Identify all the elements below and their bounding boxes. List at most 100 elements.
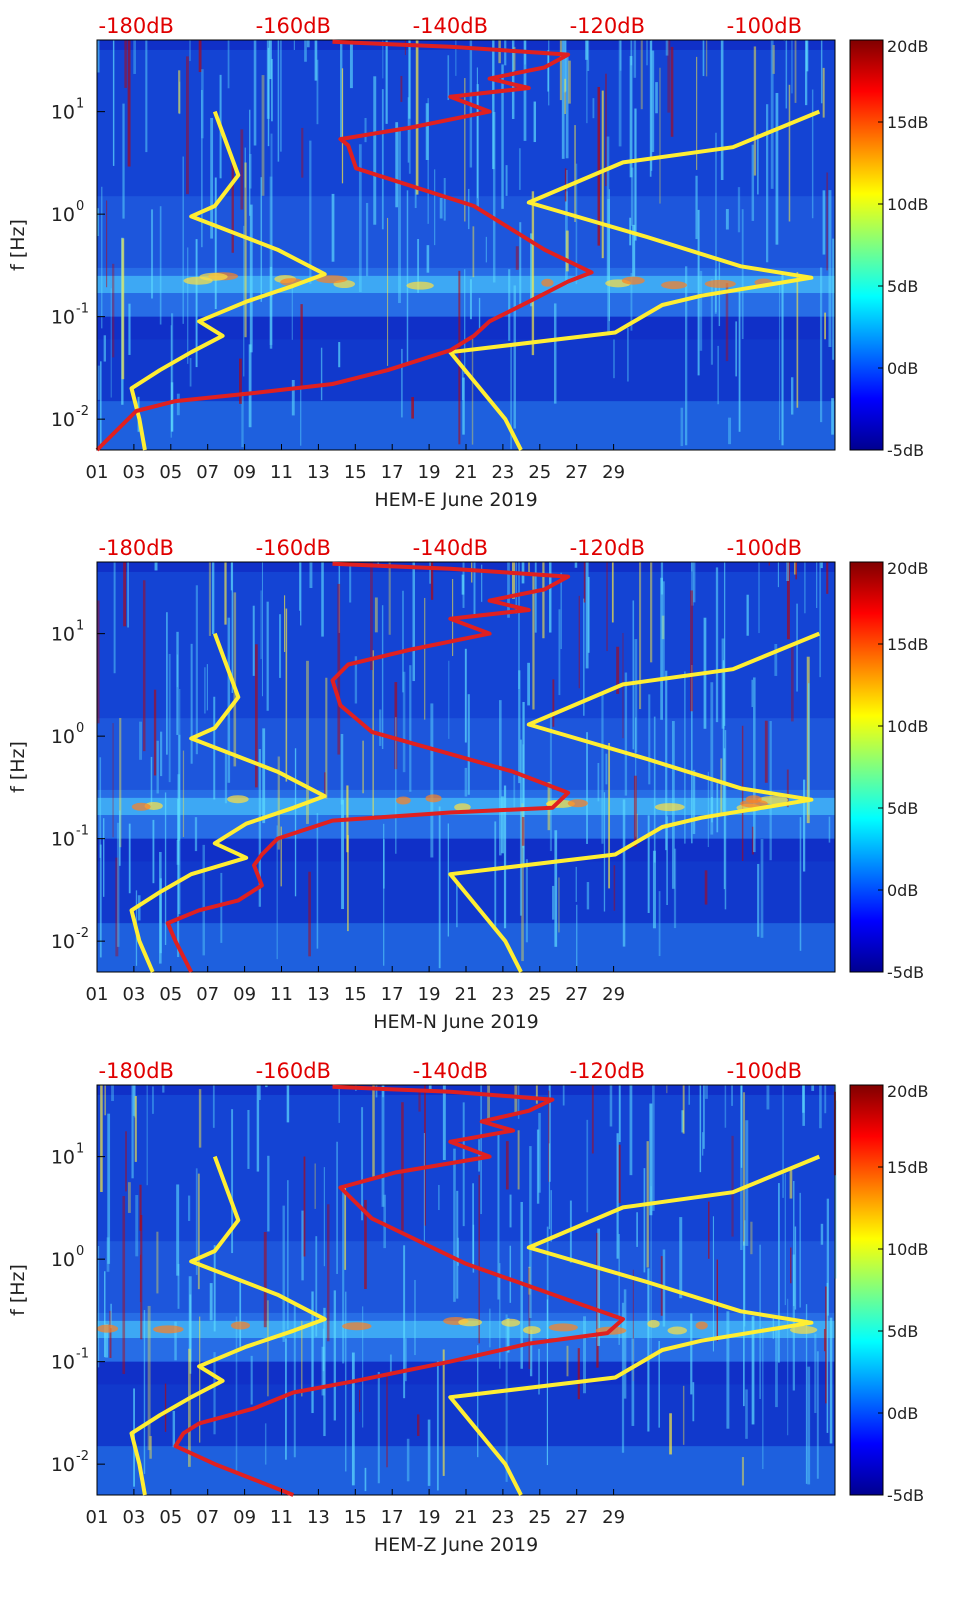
- spectrogram-streak: [505, 1314, 508, 1482]
- x-tick-label: 29: [602, 1507, 625, 1528]
- colorbar: [849, 1084, 884, 1496]
- spectrogram-streak: [515, 246, 519, 270]
- spectrogram-streak: [190, 643, 193, 764]
- spectrogram-streak: [682, 1085, 685, 1134]
- spectrogram-streak: [382, 1085, 385, 1098]
- spectrogram-streak: [808, 683, 810, 815]
- spectrogram-streak: [772, 45, 775, 74]
- spectrogram-streak: [758, 562, 760, 634]
- spectrogram-streak: [796, 603, 798, 692]
- spectrogram-streak: [306, 660, 309, 824]
- spectrogram-streak: [522, 701, 525, 865]
- colorbar-tick-label: 20dB: [887, 559, 929, 578]
- microseism-peak: [704, 279, 736, 288]
- spectrogram-streak: [726, 1311, 730, 1429]
- x-tick-label: 03: [122, 984, 145, 1005]
- spectrogram-streak: [361, 1107, 364, 1221]
- spectrogram-streak: [265, 1085, 268, 1088]
- spectrogram-streak: [681, 1110, 684, 1133]
- spectrogram-streak: [430, 703, 434, 858]
- spectrogram-streak: [156, 1231, 159, 1294]
- spectrogram-streak: [574, 562, 578, 568]
- spectrogram-streak: [261, 75, 265, 196]
- spectrogram-streak: [562, 1085, 565, 1106]
- spectrogram-streak: [294, 748, 297, 897]
- x-tick-label: 25: [528, 984, 551, 1005]
- spectrogram-streak: [309, 140, 312, 284]
- spectrogram-streak: [693, 562, 696, 603]
- spectrogram-streak: [364, 1467, 367, 1492]
- spectrogram-streak: [224, 750, 228, 804]
- colorbar-tick-label: 10dB: [887, 717, 929, 736]
- spectrogram-streak: [271, 58, 273, 122]
- spectrogram-streak: [527, 662, 531, 706]
- spectrogram-streak: [349, 40, 353, 89]
- spectrogram-streak: [519, 739, 522, 916]
- spectrogram-streak: [787, 1298, 789, 1436]
- spectrogram-streak: [742, 1092, 746, 1246]
- spectrogram-streak: [401, 1102, 404, 1231]
- noise-model-curve-3: [173, 1084, 625, 1497]
- y-tick-exponent: 1: [76, 1142, 84, 1157]
- spectrogram-streak: [277, 756, 280, 850]
- spectrogram-streak: [649, 40, 652, 177]
- spectrogram-streak: [395, 122, 399, 208]
- spectrogram-streak: [485, 236, 487, 263]
- spectrogram-streak: [716, 1259, 719, 1342]
- spectrogram-streak: [306, 40, 310, 48]
- spectrogram-streak: [145, 40, 148, 153]
- y-tick-exponent: 1: [76, 97, 84, 112]
- spectrogram-streak: [552, 679, 555, 727]
- spectrogram-streak: [564, 78, 566, 115]
- spectrogram-streak: [653, 716, 656, 863]
- spectrogram-streak: [202, 844, 205, 956]
- y-tick-exponent: 1: [76, 619, 84, 634]
- spectrogram-streak: [97, 208, 99, 237]
- spectrogram-streak: [402, 671, 406, 773]
- spectrogram-streak: [791, 40, 793, 94]
- spectrogram-streak: [258, 749, 261, 907]
- spectrogram-streak: [634, 108, 637, 241]
- spectrogram-streak: [464, 648, 467, 743]
- spectrogram-streak: [206, 664, 209, 711]
- spectrogram-streak: [791, 377, 794, 415]
- top-axis-db-label: -180dB: [99, 536, 174, 560]
- spectrogram-streak: [443, 177, 446, 221]
- spectrogram-streak: [775, 92, 779, 245]
- x-tick-label: 27: [565, 1507, 588, 1528]
- spectrogram-streak: [247, 1109, 250, 1169]
- spectrogram-streak: [176, 840, 180, 865]
- spectrogram-streak: [402, 590, 404, 693]
- spectrogram-streak: [467, 188, 470, 230]
- spectrogram-streak: [301, 1210, 304, 1281]
- spectrogram-streak: [632, 224, 636, 277]
- spectrogram-streak: [457, 1237, 459, 1266]
- spectrogram-streak: [650, 562, 653, 663]
- spectrogram-streak: [448, 660, 450, 739]
- spectrogram-streak: [168, 653, 171, 783]
- microseism-peak: [621, 276, 645, 285]
- spectrogram-streak: [476, 67, 478, 199]
- spectrogram-streak: [340, 733, 344, 805]
- spectrogram-streak: [824, 312, 826, 340]
- spectrogram-streak: [660, 577, 663, 720]
- spectrogram-streak: [606, 562, 608, 652]
- spectrogram-streak: [176, 631, 179, 735]
- spectrogram-streak: [715, 132, 717, 313]
- spectrogram-streak: [164, 1383, 167, 1432]
- spectrogram-streak: [705, 40, 708, 77]
- top-axis-db-label: -180dB: [99, 1059, 174, 1083]
- microseism-peak: [522, 1326, 541, 1335]
- spectrogram-streak: [394, 682, 398, 770]
- spectrogram-streak: [558, 609, 561, 696]
- x-tick-label: 21: [455, 984, 478, 1005]
- spectrogram-streak: [583, 562, 586, 603]
- spectrogram-streak: [586, 1119, 589, 1213]
- spectrogram-streak: [252, 605, 255, 676]
- spectrogram-streak: [476, 84, 479, 207]
- spectrogram-streak: [162, 1085, 165, 1093]
- spectrogram-streak: [751, 679, 753, 708]
- spectral-band: [97, 1241, 835, 1313]
- spectrogram-streak: [411, 397, 415, 419]
- spectrogram-streak: [123, 562, 127, 627]
